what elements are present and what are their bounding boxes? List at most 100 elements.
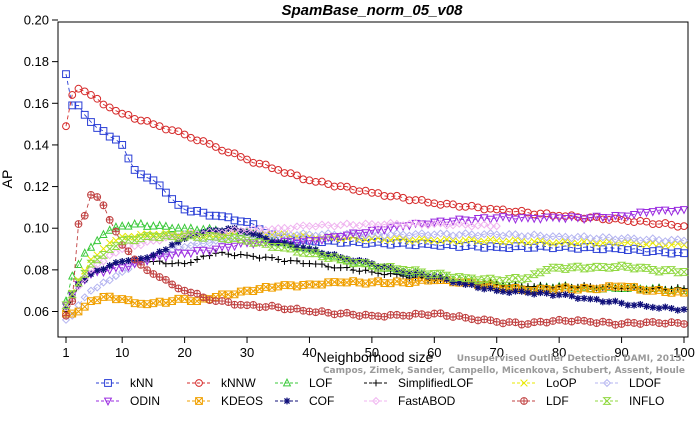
data-point-knnw	[336, 182, 345, 191]
data-point-knn	[118, 141, 127, 149]
data-point-knn	[386, 240, 395, 249]
data-point-kdeos	[249, 287, 258, 295]
data-point-ldof	[498, 231, 508, 240]
data-point-knn	[474, 242, 482, 251]
data-point-cof	[524, 289, 532, 297]
data-point-ldof	[586, 234, 595, 243]
data-point-inflo	[629, 264, 639, 273]
data-point-knn	[80, 110, 89, 119]
data-point-knnw	[137, 116, 145, 125]
y-tick-label: 0.20	[24, 13, 49, 28]
data-point-inflo	[504, 275, 514, 283]
data-point-knn	[124, 154, 133, 163]
data-point-ldf	[655, 319, 663, 327]
data-point-inflo	[660, 266, 670, 275]
data-point-inflo	[148, 232, 159, 241]
data-point-odin	[529, 214, 539, 224]
data-point-knnw	[374, 189, 383, 197]
data-point-fastabod	[448, 221, 458, 230]
data-point-ldf	[112, 227, 120, 236]
data-point-ldf	[611, 320, 620, 329]
data-point-odin	[586, 214, 595, 223]
data-point-loop	[405, 237, 414, 245]
data-point-odin	[373, 226, 383, 235]
data-point-knnw	[99, 100, 108, 109]
legend-item-simplifiedlof: SimplifiedLOF	[364, 376, 473, 390]
data-point-fastabod	[224, 227, 233, 236]
data-point-knnw	[424, 198, 432, 207]
data-point-cof	[81, 276, 89, 284]
data-point-knnw	[74, 84, 83, 93]
data-point-kdeos	[93, 296, 102, 305]
data-point-knnw	[648, 220, 657, 229]
data-point-inflo	[273, 243, 283, 251]
data-point-ldof	[580, 232, 589, 241]
data-point-kdeos	[87, 297, 95, 305]
data-point-cof	[112, 259, 120, 267]
data-point-knn	[193, 207, 201, 215]
data-point-ldf	[530, 318, 539, 327]
data-point-cof	[368, 260, 376, 268]
data-point-ldof	[654, 235, 664, 245]
y-tick-label: 0.12	[24, 179, 49, 194]
data-point-simplifiedlof	[249, 253, 257, 260]
watermark-line-1: Unsupervised Outlier Detection. DAMI, 20…	[457, 354, 685, 364]
data-point-loop	[418, 235, 426, 243]
data-point-inflo	[523, 274, 533, 283]
data-point-odin	[636, 208, 645, 218]
data-point-kdeos	[274, 282, 283, 291]
data-point-cof	[655, 304, 663, 312]
data-point-loop	[511, 236, 520, 244]
data-point-knn	[611, 244, 620, 253]
data-point-cof	[649, 303, 657, 311]
data-point-inflo	[354, 258, 365, 267]
data-point-knnw	[442, 199, 451, 208]
data-point-fastabod	[461, 220, 470, 229]
data-point-fastabod	[367, 219, 376, 229]
data-point-loop	[649, 239, 657, 247]
data-point-simplifiedlof	[355, 267, 363, 275]
data-point-knn	[236, 217, 245, 226]
data-point-kdeos	[293, 282, 301, 291]
data-point-cof	[580, 294, 588, 302]
data-point-inflo	[641, 264, 652, 272]
data-point-fastabod	[398, 221, 408, 230]
data-point-knn	[461, 242, 470, 250]
data-point-ldf	[549, 317, 557, 325]
data-point-inflo	[542, 265, 552, 274]
legend-marker-lof	[282, 377, 292, 387]
data-point-inflo	[336, 255, 346, 264]
data-point-odin	[348, 229, 358, 238]
data-point-lof	[149, 221, 158, 230]
data-point-loop	[386, 236, 395, 244]
data-point-inflo	[448, 273, 458, 282]
data-point-ldf	[62, 311, 70, 320]
data-point-ldf	[349, 310, 358, 319]
data-point-inflo	[385, 263, 396, 271]
data-point-ldof	[417, 229, 426, 238]
data-point-inflo	[304, 249, 315, 258]
data-point-knnw	[155, 122, 164, 131]
data-point-ldof	[486, 229, 495, 238]
data-point-loop	[424, 236, 432, 245]
data-point-fastabod	[355, 221, 364, 230]
data-point-simplifiedlof	[530, 283, 538, 290]
data-point-knn	[74, 101, 83, 110]
data-point-inflo	[654, 267, 664, 276]
data-point-fastabod	[411, 218, 420, 227]
data-point-knn	[673, 248, 682, 257]
data-point-ldof	[636, 236, 645, 245]
data-point-cof	[174, 238, 182, 246]
data-point-cof	[137, 255, 145, 263]
data-point-cof	[355, 257, 363, 264]
data-point-odin	[492, 214, 501, 223]
data-point-kdeos	[343, 278, 351, 287]
data-point-loop	[449, 237, 457, 245]
data-point-knn	[480, 243, 489, 252]
data-point-fastabod	[261, 225, 270, 235]
data-point-odin	[579, 215, 589, 225]
data-point-ldof	[324, 229, 333, 238]
data-point-kdeos	[143, 300, 152, 309]
data-point-inflo	[186, 231, 196, 240]
data-point-simplifiedlof	[193, 256, 201, 263]
